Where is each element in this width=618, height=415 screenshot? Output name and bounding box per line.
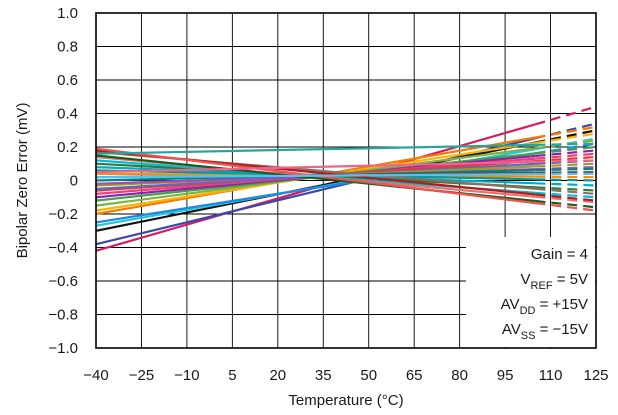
series-extrapolation-18: [535, 175, 597, 179]
x-tick-label: 95: [497, 367, 514, 384]
x-axis-ticks: −40 −25 −10 5 20 35 50 65 80 95 110 125: [83, 367, 608, 384]
series-extrapolation-11: [535, 152, 597, 160]
series-extrapolation-26: [535, 193, 597, 202]
x-tick-label: −40: [83, 367, 108, 384]
series-extrapolation-29: [535, 159, 597, 163]
x-tick-label: 65: [406, 367, 423, 384]
y-axis-title: Bipolar Zero Error (mV): [14, 103, 31, 259]
annotation-line-4: AVSS = −15V: [502, 321, 588, 342]
series-extrapolation-10: [535, 149, 597, 158]
y-tick-label: 0.2: [57, 139, 78, 156]
y-axis-ticks: 1.0 0.8 0.6 0.4 0.2 0 −0.2 −0.4 −0.6 −0.8 −1.0: [48, 5, 78, 357]
series-extrapolation-28: [535, 142, 597, 146]
y-tick-label: 0.8: [57, 39, 78, 56]
series-extrapolation-16: [535, 167, 597, 172]
series-extrapolation-2: [535, 122, 597, 140]
y-tick-label: −0.8: [48, 307, 78, 324]
y-tick-label: −0.6: [48, 273, 78, 290]
series-extrapolation-20: [535, 182, 597, 187]
x-tick-label: 80: [451, 367, 468, 384]
x-tick-label: 110: [539, 367, 563, 384]
series-extrapolation-6: [535, 137, 597, 151]
series-extrapolation-27: [535, 202, 597, 212]
y-tick-label: −0.4: [48, 240, 78, 257]
series-extrapolation-19: [535, 178, 597, 182]
series-extrapolation-3: [535, 129, 597, 144]
series-extrapolation-23: [535, 195, 597, 204]
y-tick-label: −0.2: [48, 206, 78, 223]
series-extrapolation-8: [535, 139, 597, 150]
x-tick-label: −25: [129, 367, 154, 384]
annotation-line-1: Gain = 4: [531, 246, 588, 263]
x-tick-label: 50: [360, 367, 377, 384]
x-tick-label: 125: [583, 367, 608, 384]
x-tick-label: 35: [315, 367, 332, 384]
y-tick-label: 0.6: [57, 72, 78, 89]
annotation-line-3: AVDD = +15V: [501, 296, 588, 317]
series-extrapolation-12: [535, 155, 597, 163]
y-tick-label: 1.0: [57, 5, 78, 22]
x-tick-label: −10: [174, 367, 199, 384]
plot-frame: [95, 12, 597, 349]
x-tick-label: 5: [228, 367, 236, 384]
series-extrapolation-15: [535, 166, 597, 171]
series-extrapolation-17: [535, 171, 597, 174]
series-extrapolation-14: [535, 162, 597, 168]
series-extrapolation-25: [535, 187, 597, 195]
series-extrapolation-7: [535, 142, 597, 155]
y-tick-label: 0: [70, 173, 78, 190]
series-line-30: [95, 173, 536, 179]
x-axis-title: Temperature (°C): [288, 392, 403, 409]
y-tick-label: 0.4: [57, 106, 78, 123]
series-extrapolation-22: [535, 191, 597, 199]
series-extrapolation-5: [535, 132, 597, 144]
y-tick-label: −1.0: [48, 340, 78, 357]
conditions-annotation: Gain = 4 VREF = 5V AVDD = +15V AVSS = −15V: [501, 246, 588, 342]
series-extrapolation-1: [535, 105, 597, 126]
series-line-28: [95, 143, 536, 155]
series-line-29: [95, 160, 536, 174]
series-extrapolation-24: [535, 199, 597, 209]
x-tick-label: 20: [269, 367, 286, 384]
series-extrapolation-4: [535, 125, 597, 139]
series-extrapolation-9: [535, 145, 597, 155]
annotation-background: [466, 237, 595, 347]
chart-series: [95, 105, 597, 252]
series-extrapolation-21: [535, 186, 597, 192]
series-line-2: [95, 137, 536, 246]
annotation-line-2: VREF = 5V: [521, 271, 588, 292]
